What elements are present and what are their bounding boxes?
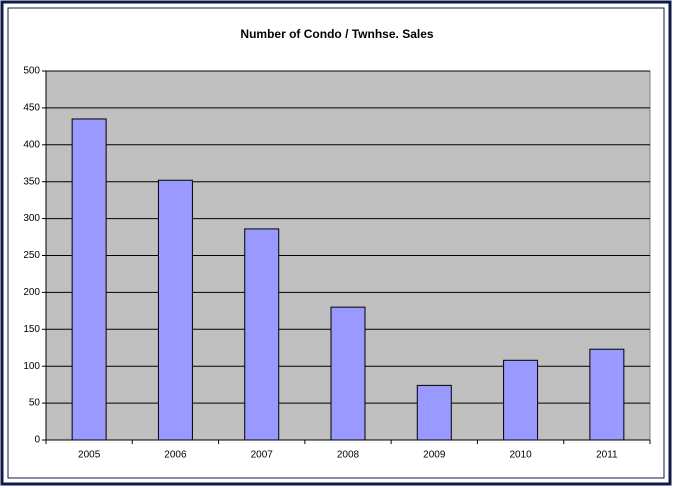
x-tick-label: 2006 (164, 450, 187, 461)
x-tick-label: 2009 (423, 450, 446, 461)
bar (503, 359, 539, 441)
bar (244, 228, 280, 441)
bar (330, 306, 366, 441)
y-tick-label: 250 (23, 250, 40, 261)
y-tick-label: 400 (23, 139, 40, 150)
y-tick-label: 350 (23, 176, 40, 187)
y-tick-label: 0 (34, 435, 40, 446)
y-tick-label: 200 (23, 287, 40, 298)
y-tick-label: 450 (23, 103, 40, 114)
x-tick-label: 2011 (596, 450, 618, 461)
bar (589, 348, 625, 441)
y-tick-label: 150 (23, 324, 40, 335)
bar (71, 118, 107, 441)
bar (416, 384, 452, 441)
x-tick-label: 2010 (509, 450, 532, 461)
y-tick-label: 500 (23, 66, 40, 77)
y-tick-label: 300 (23, 213, 40, 224)
x-tick-label: 2008 (337, 450, 360, 461)
y-tick-label: 50 (29, 398, 41, 409)
chart-title: Number of Condo / Twnhse. Sales (240, 27, 433, 41)
inner-frame (7, 7, 665, 479)
y-tick-label: 100 (23, 361, 40, 372)
x-tick-label: 2005 (78, 450, 101, 461)
bar (157, 179, 193, 441)
x-tick-label: 2007 (251, 450, 274, 461)
